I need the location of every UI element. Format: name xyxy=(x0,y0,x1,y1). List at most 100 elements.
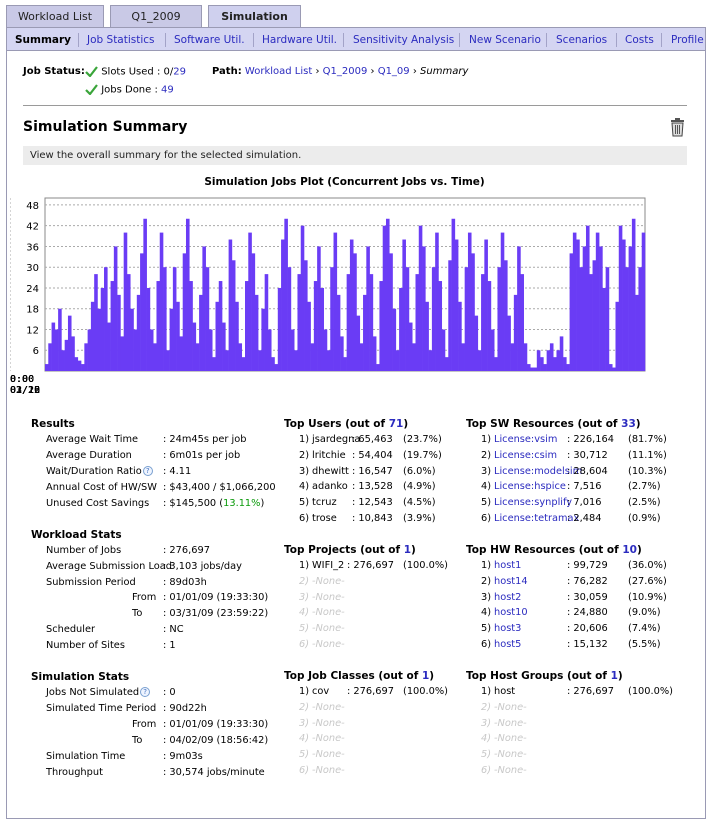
list-index: 2) xyxy=(299,449,310,461)
data-bar xyxy=(467,232,472,371)
data-bar xyxy=(254,294,259,371)
data-bar xyxy=(589,274,593,371)
tab-workload-list[interactable]: Workload List xyxy=(6,5,104,27)
list-name[interactable]: License:synplify xyxy=(494,497,573,509)
breadcrumb-q1-2009[interactable]: Q1_2009 xyxy=(322,66,368,77)
list-name: WIFI_2 xyxy=(312,560,345,571)
count-link[interactable]: 10 xyxy=(622,544,637,556)
divider xyxy=(23,105,687,106)
subnav-summary[interactable]: Summary xyxy=(15,34,72,46)
data-bar xyxy=(458,301,462,371)
list-name[interactable]: host2 xyxy=(494,591,522,603)
path-label: Path: xyxy=(212,66,242,77)
list-value: : 20,606 xyxy=(567,623,608,635)
top-sw-heading: Top SW Resources (out of 33) xyxy=(466,418,641,430)
data-bar xyxy=(563,357,567,371)
empty-entry: -None- xyxy=(312,575,345,587)
help-icon[interactable]: ? xyxy=(140,687,151,697)
list-index: 4) xyxy=(481,733,492,745)
list-name[interactable]: host1 xyxy=(494,560,522,571)
results-heading: Results xyxy=(31,418,75,430)
list-index: 1) xyxy=(481,560,492,571)
y-tick-label: 42 xyxy=(26,222,39,233)
value-text: 89d03h xyxy=(169,576,207,588)
list-name[interactable]: host3 xyxy=(494,623,522,635)
data-bar xyxy=(320,287,324,371)
list-value: : 30,059 xyxy=(567,591,608,603)
stat-value: : $43,400 / $1,066,200 xyxy=(163,482,276,493)
stat-label: Annual Cost of HW/SW xyxy=(46,482,157,493)
data-bar xyxy=(317,246,321,371)
tab-q1-2009[interactable]: Q1_2009 xyxy=(110,5,202,27)
y-tick-label: 48 xyxy=(26,201,39,212)
subnav-hardware-util[interactable]: Hardware Util. xyxy=(262,34,338,46)
breadcrumb-q1-09[interactable]: Q1_09 xyxy=(377,66,410,77)
data-bar xyxy=(64,339,69,371)
tab-simulation[interactable]: Simulation xyxy=(208,5,301,28)
list-index: 2) xyxy=(481,701,492,713)
list-index: 6) xyxy=(299,639,310,650)
stat-value: : $145,500 (13.11%) xyxy=(163,498,265,509)
value-text: 1 xyxy=(169,639,176,651)
list-name[interactable]: host14 xyxy=(494,575,528,587)
list-percent: (11.1%) xyxy=(628,449,667,461)
list-name[interactable]: License:modelsim xyxy=(494,465,583,477)
empty-entry: -None- xyxy=(312,749,345,761)
data-bar xyxy=(228,239,233,371)
value-text: $145,500 xyxy=(169,498,217,509)
list-name[interactable]: License:vsim xyxy=(494,434,558,445)
data-bar xyxy=(487,281,492,371)
jobs-done-link[interactable]: 49 xyxy=(161,84,174,96)
data-bar xyxy=(618,225,623,371)
breadcrumb-separator: › xyxy=(315,66,320,77)
list-name[interactable]: License:csim xyxy=(494,449,557,461)
data-bar xyxy=(540,357,544,371)
list-index: 6) xyxy=(481,513,492,524)
subnav-sensitivity-analysis[interactable]: Sensitivity Analysis xyxy=(353,34,455,46)
stat-value: : 89d03h xyxy=(163,577,207,588)
x-tick-date: 2009/03/26 xyxy=(10,385,40,396)
subnav-software-util[interactable]: Software Util. xyxy=(174,34,245,46)
jobs-done-row: Jobs Done : 49 xyxy=(85,84,174,96)
list-name[interactable]: License:hspice xyxy=(494,481,566,493)
count-link[interactable]: 1 xyxy=(403,544,412,556)
list-index: 3) xyxy=(299,591,310,603)
subnav-new-scenario[interactable]: New Scenario xyxy=(469,34,541,46)
help-icon[interactable]: ? xyxy=(142,466,153,476)
list-name[interactable]: host10 xyxy=(494,607,528,619)
list-value: : 54,404 xyxy=(352,449,393,461)
list-index: 5) xyxy=(481,497,492,509)
subnav-scenarios[interactable]: Scenarios xyxy=(556,34,608,46)
count-link[interactable]: 71 xyxy=(388,418,404,430)
stat-value: : 04/02/09 (18:56:42) xyxy=(163,735,268,746)
stat-label: Number of Jobs xyxy=(46,545,122,556)
y-tick-label: 18 xyxy=(26,305,39,316)
subnav-costs[interactable]: Costs xyxy=(625,34,654,46)
data-bar xyxy=(513,294,518,371)
data-bar xyxy=(405,267,410,371)
count-link[interactable]: 1 xyxy=(610,670,618,682)
list-value: : 24,880 xyxy=(567,607,608,619)
slots-total-link[interactable]: 29 xyxy=(173,66,186,78)
data-bar xyxy=(172,267,177,371)
count-link[interactable]: 33 xyxy=(621,418,636,430)
subnav-job-statistics[interactable]: Job Statistics xyxy=(87,34,155,46)
stat-value: : 30,574 jobs/minute xyxy=(163,767,265,778)
list-name[interactable]: License:tetramax xyxy=(494,513,580,524)
value-text: 226,164 xyxy=(573,434,614,445)
stat-label: Average Duration xyxy=(46,450,132,461)
data-bar xyxy=(415,274,420,371)
list-index: 2) xyxy=(481,575,492,587)
list-name: jsardegna xyxy=(312,434,361,445)
breadcrumb-workload-list[interactable]: Workload List xyxy=(244,66,313,77)
subnav-profile[interactable]: Profile xyxy=(671,34,704,46)
value-text: 24m45s per job xyxy=(169,434,247,445)
data-bar xyxy=(428,350,433,371)
list-name[interactable]: host5 xyxy=(494,639,522,650)
data-bar xyxy=(612,367,616,371)
list-index: 1) xyxy=(481,686,492,697)
trash-icon[interactable] xyxy=(670,118,685,137)
heading-text: Top Job Classes (out of xyxy=(284,670,422,682)
count-link[interactable]: 1 xyxy=(421,670,430,682)
list-percent: (100.0%) xyxy=(403,686,448,697)
